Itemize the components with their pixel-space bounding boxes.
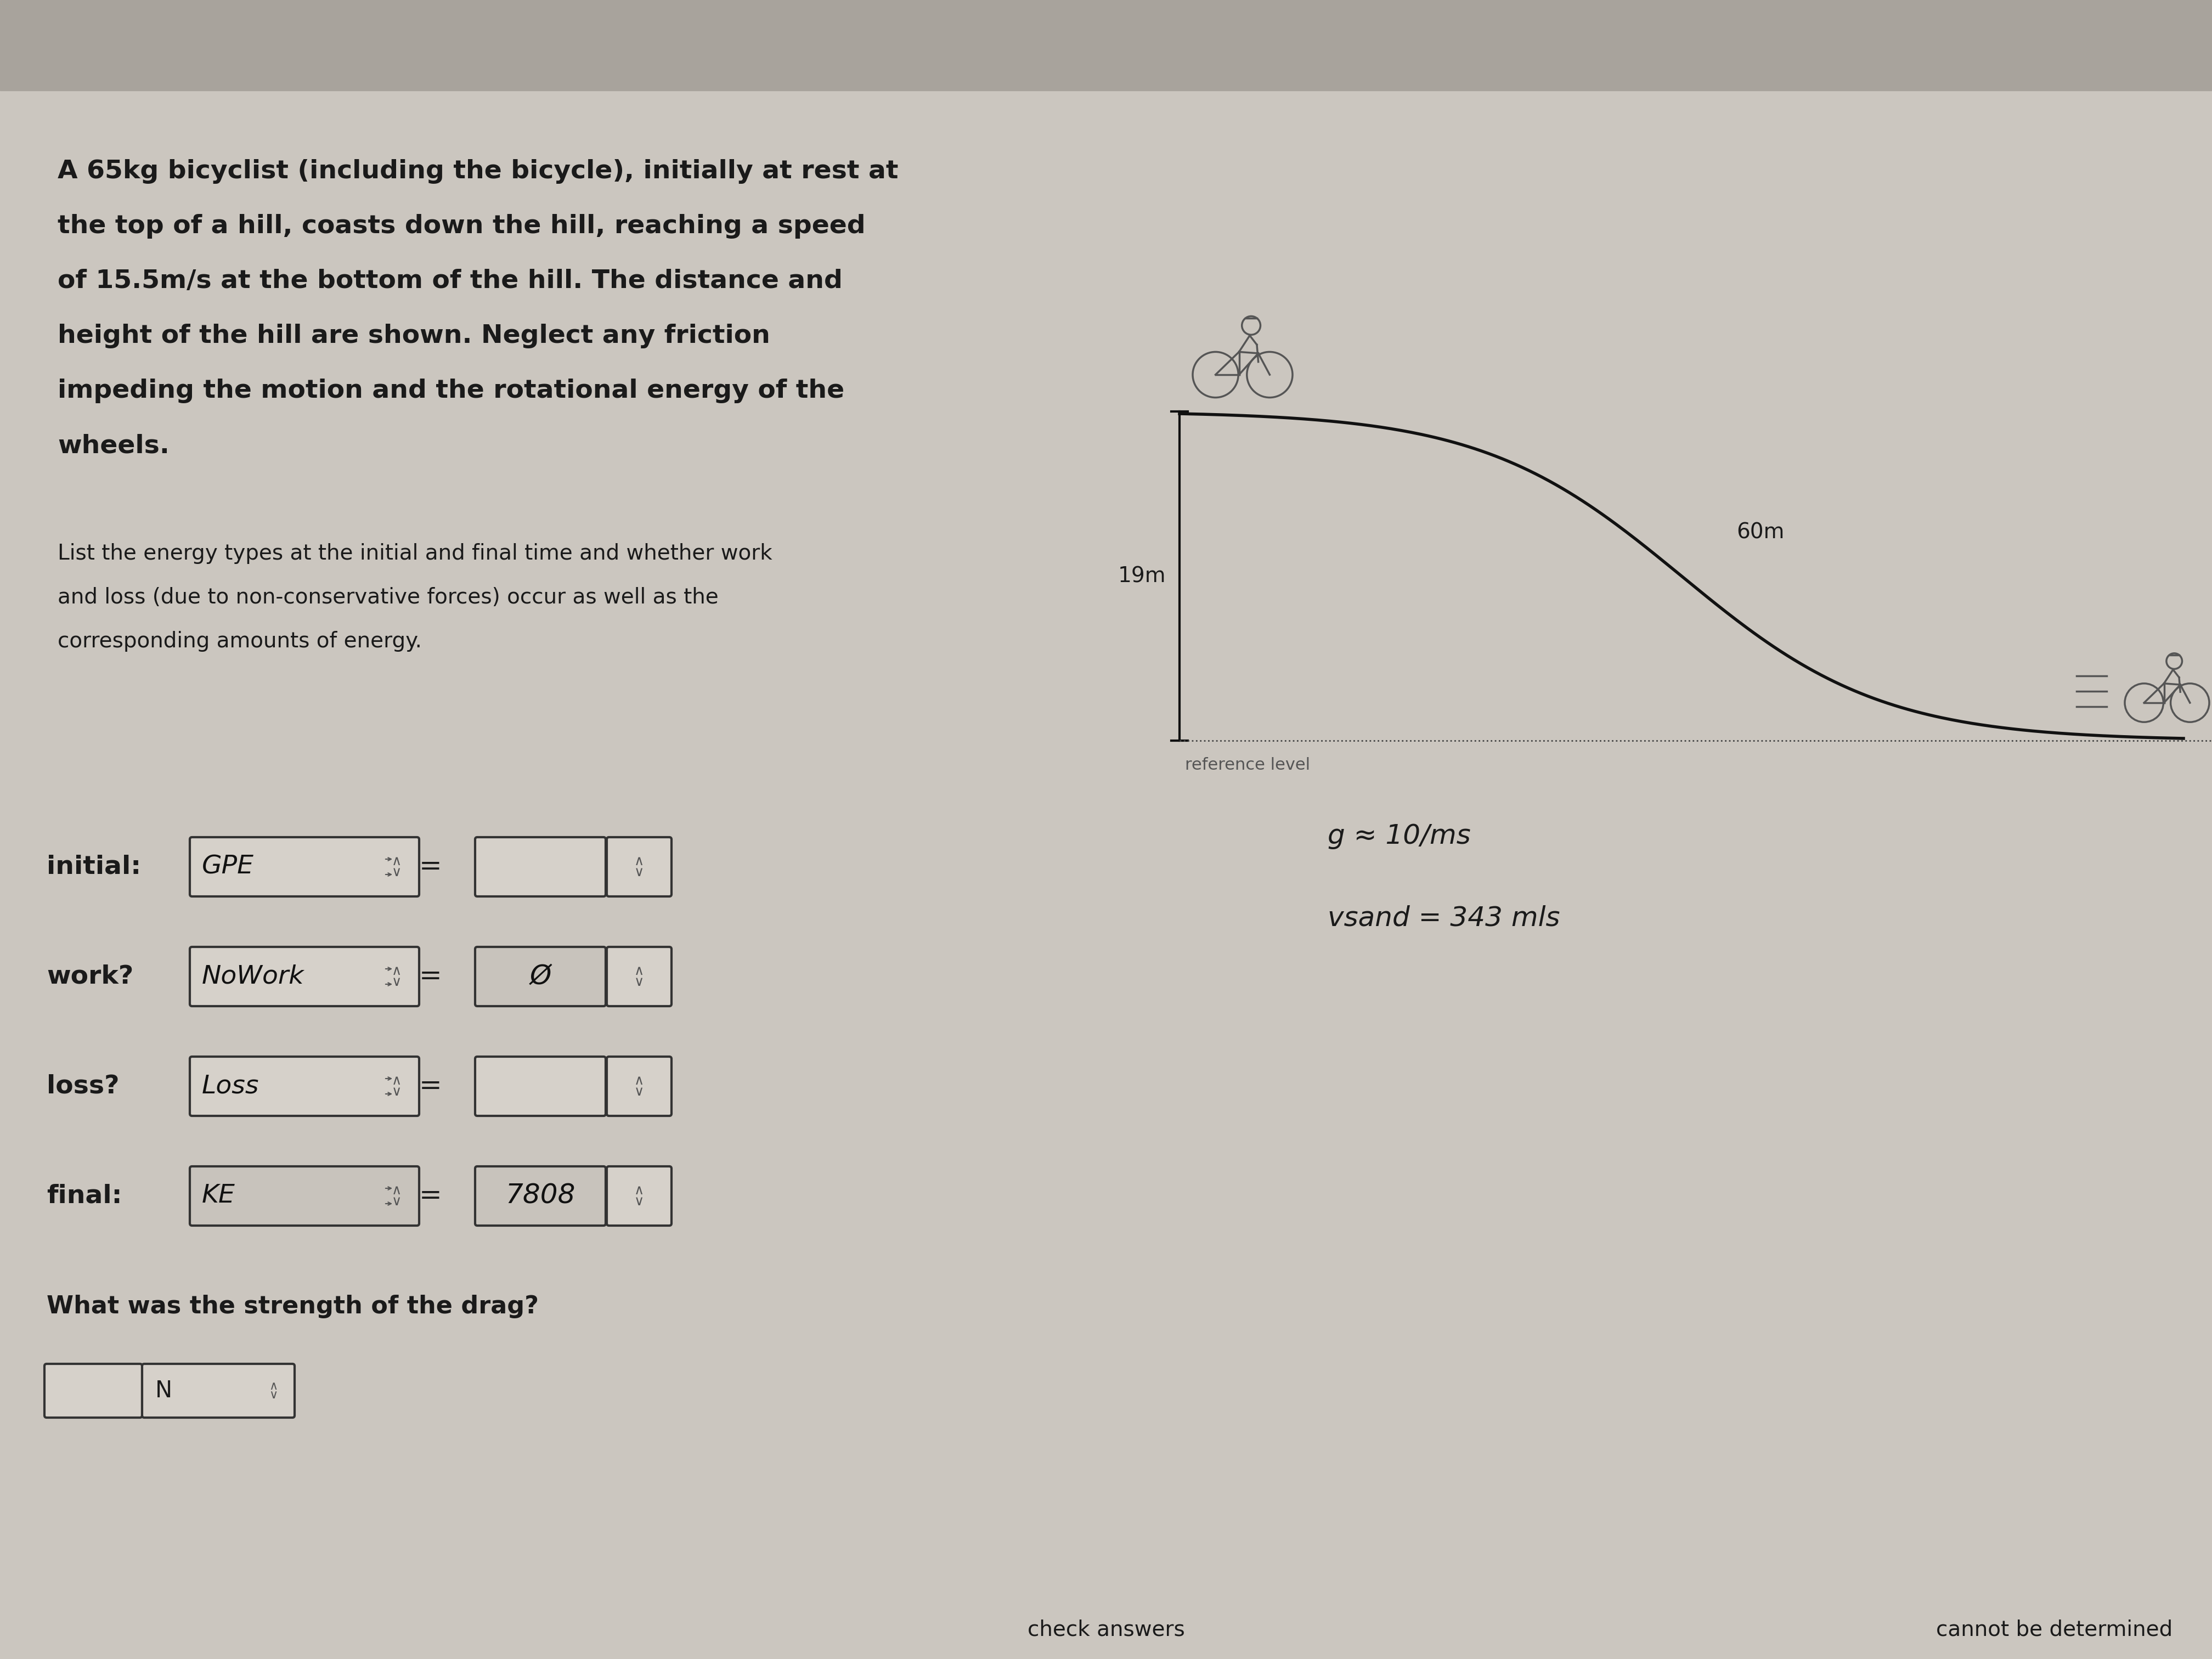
- Text: A 65kg bicyclist (including the bicycle), initially at rest at: A 65kg bicyclist (including the bicycle)…: [58, 159, 898, 184]
- Text: ∧
∨: ∧ ∨: [268, 1380, 279, 1400]
- Text: and loss (due to non-conservative forces) occur as well as the: and loss (due to non-conservative forces…: [58, 587, 719, 607]
- Text: =: =: [420, 964, 442, 990]
- FancyBboxPatch shape: [190, 1057, 418, 1117]
- Text: =: =: [420, 1183, 442, 1209]
- FancyBboxPatch shape: [190, 947, 418, 1005]
- Text: J: J: [613, 966, 622, 989]
- FancyBboxPatch shape: [476, 1057, 606, 1117]
- Text: N: N: [155, 1379, 173, 1402]
- FancyBboxPatch shape: [476, 947, 606, 1005]
- FancyBboxPatch shape: [44, 1364, 142, 1417]
- Text: ∧
∨: ∧ ∨: [392, 964, 403, 989]
- Text: ∧
∨: ∧ ∨: [635, 1073, 644, 1098]
- Text: GPE: GPE: [201, 854, 254, 879]
- FancyBboxPatch shape: [606, 838, 672, 896]
- Text: Ø: Ø: [529, 964, 551, 990]
- Text: final:: final:: [46, 1183, 122, 1208]
- Text: What was the strength of the drag?: What was the strength of the drag?: [46, 1294, 540, 1319]
- Text: 19m: 19m: [1117, 566, 1166, 587]
- FancyBboxPatch shape: [190, 838, 418, 896]
- FancyBboxPatch shape: [606, 1166, 672, 1226]
- Text: J: J: [613, 1075, 622, 1098]
- Text: work?: work?: [46, 964, 133, 989]
- Text: ∧
∨: ∧ ∨: [392, 1185, 403, 1208]
- FancyBboxPatch shape: [476, 838, 606, 896]
- Text: J: J: [613, 1185, 622, 1208]
- Text: Loss: Loss: [201, 1073, 259, 1098]
- Text: ∧
∨: ∧ ∨: [392, 1073, 403, 1098]
- Text: 7808: 7808: [504, 1183, 575, 1209]
- Text: =: =: [420, 1073, 442, 1100]
- Text: height of the hill are shown. Neglect any friction: height of the hill are shown. Neglect an…: [58, 324, 770, 348]
- Text: ∧
∨: ∧ ∨: [635, 964, 644, 989]
- Bar: [0, 0, 2212, 91]
- Text: NoWork: NoWork: [201, 964, 305, 989]
- Text: check answers: check answers: [1026, 1619, 1186, 1641]
- FancyBboxPatch shape: [606, 1057, 672, 1117]
- Text: of 15.5m/s at the bottom of the hill. The distance and: of 15.5m/s at the bottom of the hill. Th…: [58, 269, 843, 294]
- FancyBboxPatch shape: [606, 947, 672, 1005]
- Text: =: =: [420, 854, 442, 879]
- Text: impeding the motion and the rotational energy of the: impeding the motion and the rotational e…: [58, 378, 845, 403]
- Text: ∧
∨: ∧ ∨: [635, 1185, 644, 1208]
- Text: J: J: [613, 854, 622, 879]
- Text: List the energy types at the initial and final time and whether work: List the energy types at the initial and…: [58, 542, 772, 564]
- FancyBboxPatch shape: [190, 1166, 418, 1226]
- Text: reference level: reference level: [1186, 757, 1310, 773]
- Text: wheels.: wheels.: [58, 433, 170, 458]
- Text: vsand = 343 mls: vsand = 343 mls: [1327, 906, 1559, 932]
- FancyBboxPatch shape: [476, 1166, 606, 1226]
- Text: loss?: loss?: [46, 1073, 119, 1098]
- Text: ∧
∨: ∧ ∨: [392, 854, 403, 879]
- FancyBboxPatch shape: [142, 1364, 294, 1417]
- Text: the top of a hill, coasts down the hill, reaching a speed: the top of a hill, coasts down the hill,…: [58, 214, 865, 239]
- Text: KE: KE: [201, 1183, 234, 1208]
- Text: 60m: 60m: [1736, 521, 1785, 542]
- Text: cannot be determined: cannot be determined: [1936, 1619, 2172, 1641]
- Text: corresponding amounts of energy.: corresponding amounts of energy.: [58, 630, 422, 652]
- Text: initial:: initial:: [46, 854, 142, 879]
- Text: ∧
∨: ∧ ∨: [635, 854, 644, 879]
- Text: g ≈ 10/ms: g ≈ 10/ms: [1327, 823, 1471, 849]
